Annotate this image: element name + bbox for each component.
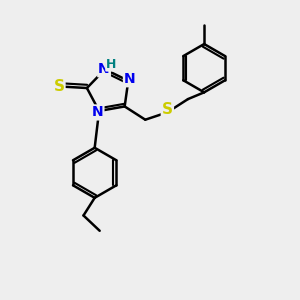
Text: N: N	[92, 105, 103, 119]
Text: N: N	[98, 62, 110, 76]
Text: S: S	[53, 79, 64, 94]
Text: N: N	[124, 72, 136, 86]
Text: S: S	[162, 102, 173, 117]
Text: H: H	[106, 58, 117, 70]
